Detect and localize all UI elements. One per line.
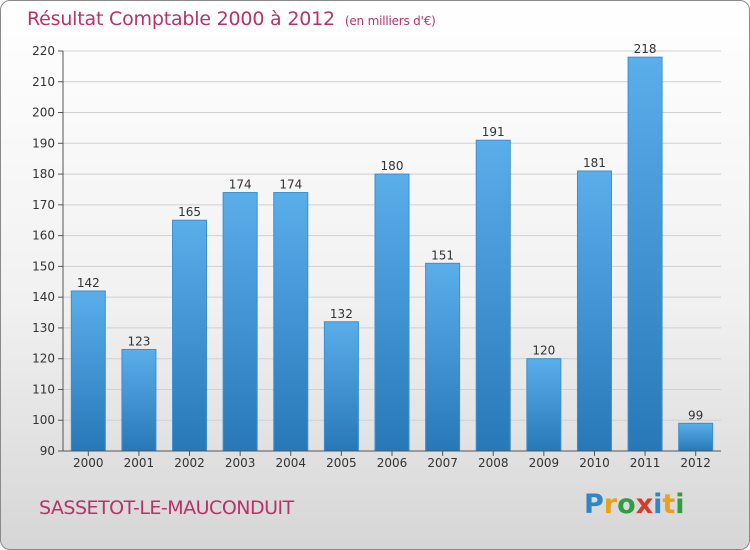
x-tick-label: 2002	[174, 456, 205, 470]
data-label: 132	[330, 307, 353, 321]
data-label: 218	[634, 42, 657, 56]
x-tick-label: 2004	[275, 456, 306, 470]
data-label: 174	[279, 178, 302, 192]
logo-letter: t	[662, 489, 676, 520]
x-tick-label: 2010	[579, 456, 610, 470]
y-tick-label: 150	[32, 259, 55, 273]
data-label: 99	[688, 408, 703, 422]
data-label: 142	[77, 276, 100, 290]
x-tick-label: 2012	[680, 456, 711, 470]
logo-letter: x	[635, 489, 654, 520]
bar-2012	[678, 422, 714, 452]
x-tick-label: 2009	[529, 456, 560, 470]
commune-name: SASSETOT-LE-MAUCONDUIT	[39, 497, 294, 519]
bar-2007	[425, 262, 461, 452]
bar-2010	[576, 170, 612, 452]
chart-title: Résultat Comptable 2000 à 2012 (en millie…	[27, 8, 436, 30]
x-tick-label: 2005	[326, 456, 357, 470]
logo-letter: o	[617, 489, 636, 520]
x-tick-label: 2003	[225, 456, 256, 470]
bar-2005	[323, 321, 359, 452]
data-label: 123	[127, 334, 150, 348]
chart-subtitle: (en milliers d'€)	[344, 14, 436, 28]
x-tick-label: 2006	[377, 456, 408, 470]
x-tick-label: 2011	[630, 456, 661, 470]
data-label: 120	[532, 344, 555, 358]
bar-2004	[273, 192, 309, 452]
logo-letter: r	[603, 489, 618, 520]
proxiti-logo[interactable]: Proxiti	[584, 489, 685, 520]
y-tick-label: 130	[32, 321, 55, 335]
logo-letter: i	[675, 489, 685, 520]
data-label: 151	[431, 248, 454, 262]
bar-2001	[121, 348, 157, 452]
y-tick-label: 120	[32, 352, 55, 366]
y-tick-label: 140	[32, 290, 55, 304]
logo-letter: i	[653, 489, 663, 520]
axis-layer: 90 100 110 120 130 140 150 160 170 180 190 200 210 22…	[32, 44, 721, 470]
y-tick-label: 220	[32, 44, 55, 58]
bar-2000	[70, 290, 106, 452]
bar-2008	[475, 139, 511, 452]
x-tick-label: 2001	[124, 456, 155, 470]
y-tick-label: 100	[32, 413, 55, 427]
y-tick-label: 180	[32, 167, 55, 181]
bar-2002	[172, 219, 208, 452]
y-tick-label: 90	[40, 444, 55, 458]
y-tick-label: 110	[32, 382, 55, 396]
data-label: 165	[178, 205, 201, 219]
bar-2011	[627, 56, 663, 452]
y-tick-label: 170	[32, 198, 55, 212]
bar-2006	[374, 173, 410, 452]
data-label: 191	[482, 125, 505, 139]
chart-title-text: Résultat Comptable 2000 à 2012	[27, 8, 335, 30]
y-tick-label: 210	[32, 75, 55, 89]
bars-layer: 142 123 165 174 174 132 180 151 191 120 181 218 99	[70, 42, 714, 452]
y-tick-label: 160	[32, 229, 55, 243]
data-label: 174	[229, 178, 252, 192]
data-label: 180	[381, 159, 404, 173]
bar-2009	[526, 358, 562, 452]
x-tick-label: 2000	[73, 456, 104, 470]
y-tick-label: 200	[32, 106, 55, 120]
logo-letter: P	[584, 489, 604, 520]
x-tick-label: 2007	[427, 456, 458, 470]
data-label: 181	[583, 156, 606, 170]
y-tick-label: 190	[32, 136, 55, 150]
x-tick-label: 2008	[478, 456, 509, 470]
bar-2003	[222, 192, 258, 452]
